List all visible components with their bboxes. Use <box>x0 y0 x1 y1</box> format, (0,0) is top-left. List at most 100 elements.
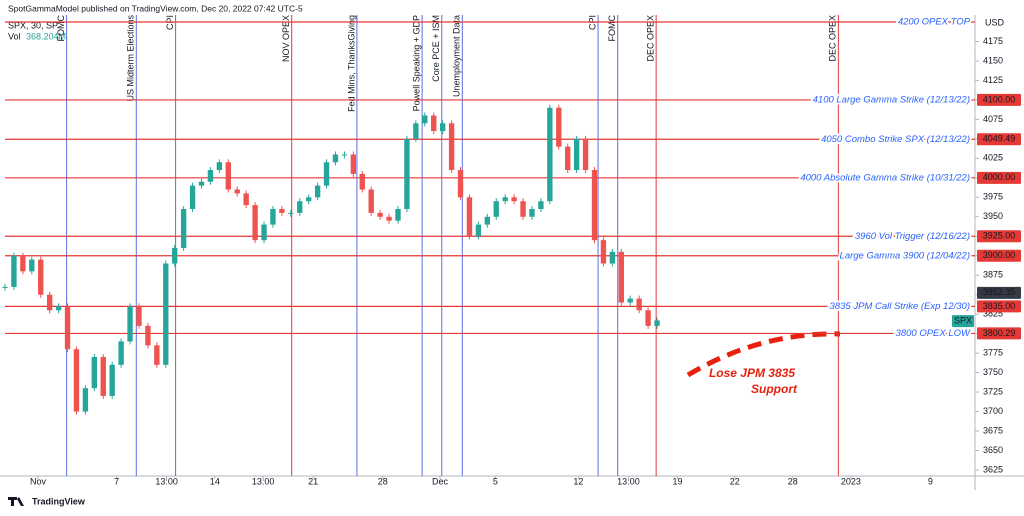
event-label: Unemployment Data <box>452 15 462 97</box>
candle <box>127 306 133 342</box>
price-tag-label: 3800.29 <box>983 328 1016 338</box>
x-tick-label: 5 <box>493 476 498 486</box>
candle <box>136 306 142 326</box>
candle <box>20 255 26 272</box>
candle <box>172 247 178 264</box>
candle <box>565 146 571 171</box>
y-tick-label: 3625 <box>983 464 1003 474</box>
price-tag-label: 3900.00 <box>983 250 1016 260</box>
candle <box>466 197 473 237</box>
y-tick-label: 4125 <box>983 75 1003 85</box>
candle <box>475 224 482 237</box>
candle <box>207 170 214 182</box>
candle <box>413 123 419 139</box>
candle <box>100 357 106 396</box>
candle <box>377 212 383 217</box>
candle <box>573 138 580 171</box>
y-tick-label: 3700 <box>983 406 1003 416</box>
price-tag-label: 4100.00 <box>983 94 1016 104</box>
event-label: US Midterm Elections <box>126 15 136 102</box>
symbol-tag-label: SPX <box>954 316 972 326</box>
annotation: Lose JPM 3835 <box>709 366 795 380</box>
y-tick-label: 3675 <box>983 425 1003 435</box>
event-label: FOMC <box>607 15 617 42</box>
x-tick-label: 28 <box>788 476 798 486</box>
candle <box>163 263 169 365</box>
annotation-arrow <box>686 331 841 378</box>
currency: USD <box>985 17 1005 27</box>
candle <box>609 251 616 264</box>
x-tick-label: 9 <box>928 476 933 486</box>
y-tick-label: 4025 <box>983 153 1003 163</box>
price-tag <box>977 327 1021 340</box>
y-tick-label: 4075 <box>983 114 1003 124</box>
candle <box>654 320 660 326</box>
candle <box>91 357 97 389</box>
candle <box>154 345 160 365</box>
price-tag <box>977 93 1021 106</box>
candle <box>493 201 499 217</box>
candle <box>627 298 633 303</box>
level-label: 3960 Vol Trigger (12/16/22) <box>855 231 970 242</box>
candle <box>600 240 607 264</box>
symbol-tag <box>952 315 974 328</box>
candle <box>582 138 589 171</box>
x-tick-label: 19 <box>673 476 683 486</box>
price-tag <box>977 249 1021 262</box>
symbol: SPX, 30, SP <box>8 20 58 30</box>
candle <box>118 341 124 365</box>
candle <box>29 259 35 272</box>
candle <box>109 364 115 396</box>
price-tag-label: 3835.00 <box>983 301 1016 311</box>
level-label: 3800 OPEX LOW <box>896 328 971 339</box>
candle <box>198 181 205 186</box>
candle <box>484 216 490 225</box>
candle <box>279 208 285 213</box>
event-label: Powell Speaking + GDP <box>411 15 421 111</box>
price-tag-label: 4000.00 <box>983 172 1016 182</box>
candle <box>243 193 249 206</box>
event-label: DEC OPEX <box>646 15 656 62</box>
y-tick-label: 3725 <box>983 386 1003 396</box>
x-tick-label: 13:00 <box>155 476 178 486</box>
candle <box>618 251 624 303</box>
candle <box>538 201 544 209</box>
candle <box>11 255 17 287</box>
candle <box>306 197 312 202</box>
candle <box>323 162 330 186</box>
last-price-tag <box>977 286 1021 299</box>
event-label: Core PCE + ISM <box>431 15 441 82</box>
x-tick-label: 14 <box>210 476 220 486</box>
candle <box>64 306 71 350</box>
level-label: 4000 Absolute Gamma Strike (10/31/22) <box>800 172 970 183</box>
candle <box>252 205 258 241</box>
candle <box>234 189 240 194</box>
candle <box>288 212 294 214</box>
candle <box>591 170 598 241</box>
event-label: NOV OPEX <box>281 15 291 62</box>
candle <box>73 349 80 412</box>
level-label: Large Gamma 3900 (12/04/22) <box>840 250 970 261</box>
candle <box>422 115 428 124</box>
price-tag <box>977 230 1021 243</box>
y-tick-label: 4175 <box>983 36 1003 46</box>
price-tag <box>977 133 1021 146</box>
candle <box>404 138 410 209</box>
y-tick-label: 3775 <box>983 348 1003 358</box>
y-tick-label: 3750 <box>983 367 1003 377</box>
x-tick-label: Dec <box>432 476 449 486</box>
candle <box>216 162 223 171</box>
candle <box>261 224 267 241</box>
candle <box>431 115 437 132</box>
y-tick-label: 3875 <box>983 270 1003 280</box>
candle <box>82 388 89 412</box>
header: SpotGammaModel published on TradingView.… <box>8 3 303 13</box>
candle <box>46 294 53 311</box>
x-tick-label: Nov <box>30 476 47 486</box>
level-label: 4200 OPEX TOP <box>898 17 971 28</box>
last-price-label: 3852.35 <box>983 287 1016 297</box>
x-tick-label: 22 <box>730 476 740 486</box>
y-tick-label: 3650 <box>983 445 1003 455</box>
